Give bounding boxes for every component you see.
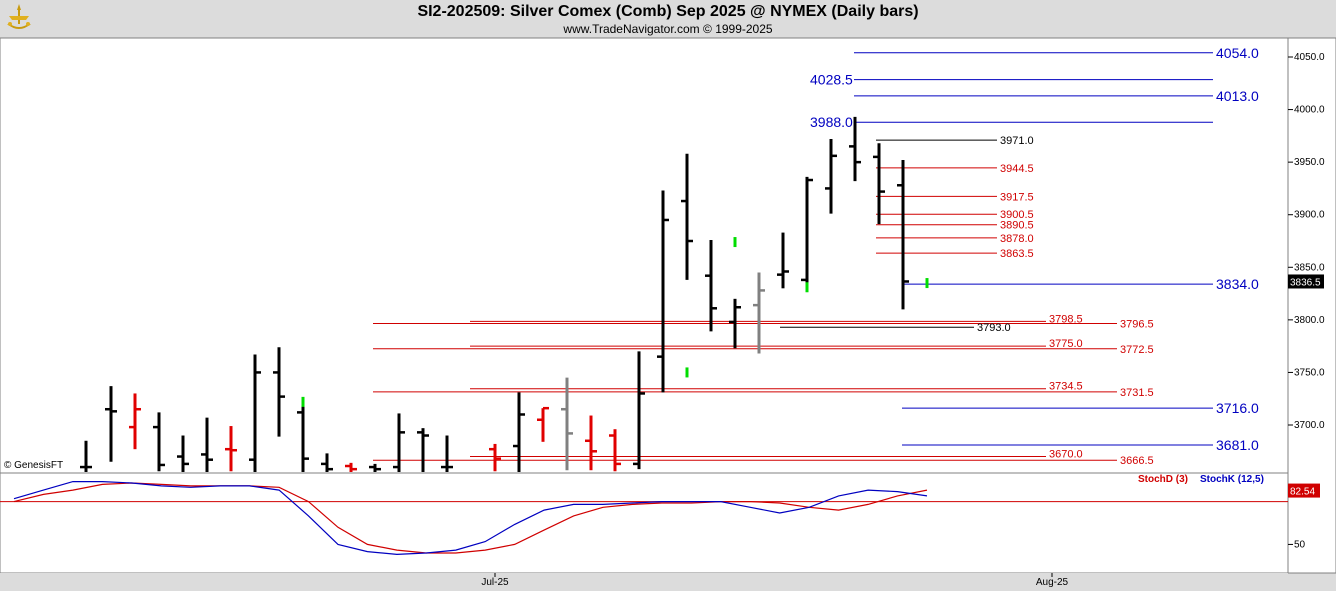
level-line-label: 3793.0 (977, 322, 1011, 334)
level-line-label: 3734.5 (1049, 381, 1083, 393)
last-price-marker: 3836.5 (1288, 274, 1324, 289)
ohlc-bar (80, 440, 92, 472)
price-tick-label: 4050.0 (1294, 52, 1325, 63)
level-line-label: 3798.5 (1049, 313, 1083, 325)
price-tick-label: 3700.0 (1294, 420, 1325, 431)
ohlc-bar (561, 377, 573, 471)
tradenavigator-logo-icon (7, 4, 31, 29)
ohlc-bar (273, 347, 285, 437)
level-line-label: 3796.5 (1120, 319, 1154, 331)
ohlc-bar (633, 351, 645, 470)
stochastic-y-axis: 50 82.54 (0, 483, 1320, 550)
stochastic-panel[interactable] (0, 472, 1289, 574)
last-price-box (1288, 274, 1324, 289)
ohlc-bar (729, 298, 741, 349)
stochd-legend: StochD (3) (1138, 474, 1188, 485)
level-lines: 4054.0 4028.5 4013.0 3988.0 3971.0 3944.5 3917… (373, 45, 1259, 467)
stoch-tick-label: 50 (1294, 539, 1306, 550)
ohlc-bar (177, 435, 189, 472)
ohlc-bar (393, 413, 405, 472)
level-line-label: 3775.0 (1049, 338, 1083, 350)
level-line-label: 3890.5 (1000, 220, 1034, 232)
ohlc-bar (585, 415, 597, 471)
stochd-line (13, 482, 928, 554)
level-line-label: 4013.0 (1216, 88, 1259, 104)
level-line-label: 3988.0 (810, 114, 853, 130)
ohlc-bar (849, 116, 861, 182)
x-tick-label: Jul-25 (481, 577, 509, 588)
price-tick-label: 3950.0 (1294, 157, 1325, 168)
price-tick-label: 3800.0 (1294, 315, 1325, 326)
level-line-label: 3878.0 (1000, 233, 1034, 245)
ohlc-bar (225, 426, 237, 472)
level-line-label: 3863.5 (1000, 248, 1034, 260)
level-line-label: 3917.5 (1000, 191, 1034, 203)
level-line-label: 3670.0 (1049, 449, 1083, 461)
ohlc-bar (897, 160, 909, 310)
stoch-last-box (1288, 483, 1320, 498)
chart-title: SI2-202509: Silver Comex (Comb) Sep 2025… (417, 3, 919, 20)
ohlc-bar (105, 386, 117, 462)
stoch-last-label: 82.54 (1290, 487, 1315, 498)
stochastic-lines (13, 481, 928, 556)
time-axis (0, 573, 1288, 591)
ohlc-bar (705, 239, 717, 332)
level-line-label: 3716.0 (1216, 400, 1259, 416)
ohlc-bar (153, 412, 165, 472)
stochk-line (13, 481, 928, 556)
level-line-label: 4054.0 (1216, 45, 1259, 61)
ohlc-bar (417, 428, 429, 472)
last-price-label: 3836.5 (1290, 277, 1321, 288)
ohlc-bar (321, 453, 333, 472)
ohlc-bar (129, 393, 141, 450)
x-tick-label: Aug-25 (1036, 577, 1069, 588)
ohlc-bar (681, 153, 693, 280)
price-tick-label: 3750.0 (1294, 367, 1325, 378)
chart-subtitle: www.TradeNavigator.com © 1999-2025 (563, 22, 773, 36)
level-line-label: 3971.0 (1000, 135, 1034, 147)
ohlc-bar (825, 139, 837, 214)
chart-header: SI2-202509: Silver Comex (Comb) Sep 2025… (0, 0, 1336, 40)
price-tick-label: 3850.0 (1294, 262, 1325, 273)
ohlc-bar (489, 443, 501, 472)
price-panel[interactable] (0, 37, 1289, 474)
ohlc-bar (609, 429, 621, 472)
price-bars (80, 116, 929, 472)
level-line-label: 3834.0 (1216, 276, 1259, 292)
level-line-label: 3731.5 (1120, 387, 1154, 399)
level-line-label: 3900.5 (1000, 209, 1034, 221)
level-line-label: 3681.0 (1216, 437, 1259, 453)
level-line-label: 3944.5 (1000, 163, 1034, 175)
ohlc-bar (369, 463, 381, 472)
ohlc-bar (657, 190, 669, 393)
ohlc-bar (513, 392, 525, 472)
ohlc-bar (249, 354, 261, 472)
ohlc-bar (441, 435, 453, 472)
ohlc-bar (753, 272, 765, 354)
ohlc-bar (777, 232, 789, 289)
level-line-label: 4028.5 (810, 72, 853, 88)
x-axis-labels: Jul-25 Aug-25 (481, 573, 1069, 588)
ohlc-bar (537, 406, 549, 442)
ohlc-bar (801, 176, 813, 286)
level-line-label: 3772.5 (1120, 344, 1154, 356)
price-tick-label: 3900.0 (1294, 210, 1325, 221)
ohlc-bar (345, 462, 357, 472)
ohlc-bar (873, 143, 885, 225)
level-line-label: 3666.5 (1120, 455, 1154, 467)
watermark-text: © GenesisFT (4, 460, 63, 471)
price-tick-label: 4000.0 (1294, 105, 1325, 116)
ohlc-bar (201, 417, 213, 472)
price-y-axis: 4050.0 4000.0 3950.0 3900.0 3850.0 3800.0 3750… (1288, 52, 1325, 431)
stochk-legend: StochK (12,5) (1200, 474, 1264, 485)
ohlc-bar (297, 399, 309, 472)
